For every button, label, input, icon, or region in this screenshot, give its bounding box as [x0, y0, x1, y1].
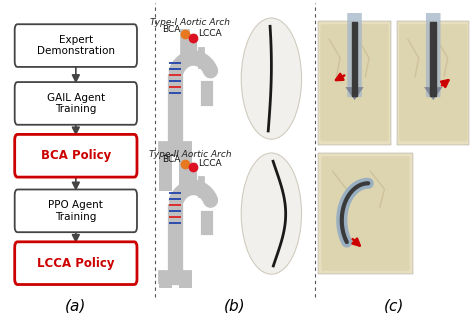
- FancyBboxPatch shape: [426, 8, 440, 97]
- Text: LCCA: LCCA: [198, 29, 222, 38]
- Text: Expert
Demonstration: Expert Demonstration: [37, 35, 115, 56]
- FancyBboxPatch shape: [319, 21, 391, 145]
- Text: (a): (a): [65, 299, 87, 313]
- Text: (c): (c): [384, 299, 404, 313]
- Text: BCA Policy: BCA Policy: [41, 149, 111, 162]
- Text: PPO Agent
Training: PPO Agent Training: [48, 200, 103, 222]
- FancyBboxPatch shape: [399, 24, 467, 141]
- FancyBboxPatch shape: [15, 82, 137, 125]
- Polygon shape: [430, 22, 436, 96]
- FancyBboxPatch shape: [397, 21, 469, 145]
- Text: BCA: BCA: [162, 25, 180, 34]
- FancyBboxPatch shape: [15, 189, 137, 232]
- FancyBboxPatch shape: [347, 8, 362, 97]
- Text: (b): (b): [224, 299, 246, 313]
- FancyBboxPatch shape: [319, 153, 413, 274]
- Polygon shape: [424, 87, 442, 100]
- FancyBboxPatch shape: [320, 24, 389, 141]
- Text: Type-II Aortic Arch: Type-II Aortic Arch: [149, 150, 232, 159]
- Polygon shape: [352, 22, 357, 96]
- Text: GAIL Agent
Training: GAIL Agent Training: [47, 93, 105, 114]
- Text: BCA: BCA: [162, 155, 180, 164]
- Polygon shape: [346, 87, 364, 100]
- FancyBboxPatch shape: [15, 24, 137, 67]
- Ellipse shape: [241, 18, 301, 139]
- Text: LCCA Policy: LCCA Policy: [37, 257, 115, 270]
- FancyBboxPatch shape: [15, 134, 137, 177]
- FancyBboxPatch shape: [321, 156, 410, 271]
- Text: LCCA: LCCA: [198, 158, 222, 167]
- Ellipse shape: [241, 153, 301, 274]
- Text: Type-I Aortic Arch: Type-I Aortic Arch: [150, 18, 230, 27]
- FancyBboxPatch shape: [15, 242, 137, 285]
